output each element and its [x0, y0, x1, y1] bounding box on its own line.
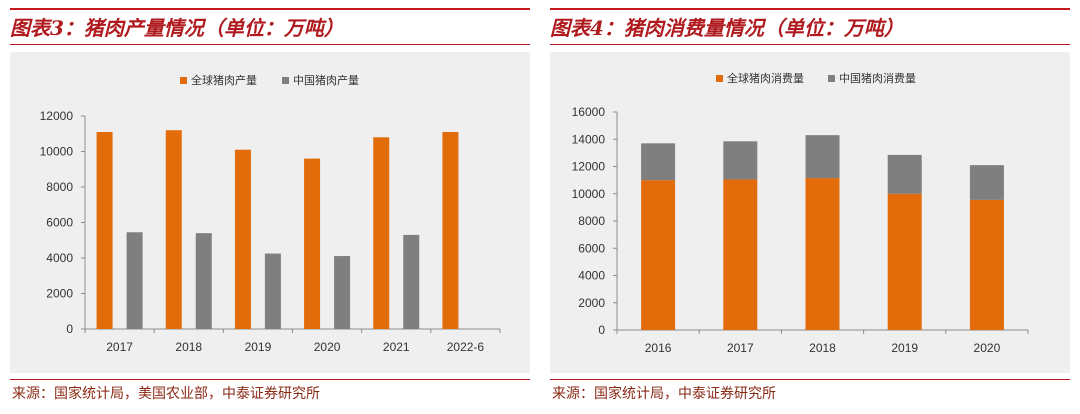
bar-global-2017	[723, 179, 758, 330]
legend-swatch-2	[282, 77, 289, 84]
bar-global-2020	[969, 199, 1004, 330]
bar-china-2019	[264, 253, 281, 329]
bar-global-2020	[304, 158, 321, 329]
x-tick-label: 2021	[383, 340, 410, 354]
y-tick-label: 16000	[572, 105, 606, 119]
title-rule	[550, 44, 1070, 45]
bar-global-2018	[805, 178, 840, 330]
legend-swatch-1	[716, 75, 723, 82]
legend-swatch-2	[828, 75, 835, 82]
chart-title: 图表4：猪肉消费量情况（单位：万吨）	[550, 16, 904, 40]
bar-global-2019	[887, 193, 922, 330]
bottom-rule	[550, 379, 1070, 380]
chart-area: 全球猪肉产量 中国猪肉产量 0 2000 4000 6000 8000 10000 12000 2…	[10, 52, 530, 373]
title-rule	[10, 44, 530, 45]
bar-china-2019	[887, 154, 922, 194]
chart-area: 全球猪肉消费量 中国猪肉消费量 0 2000 4000 6000 8000 10000 1200…	[550, 52, 1070, 373]
bar-global-2018	[165, 130, 182, 329]
y-tick-label: 10000	[40, 145, 74, 159]
x-tick-label: 2019	[891, 341, 918, 355]
chart-title: 图表3：猪肉产量情况（单位：万吨）	[10, 16, 344, 40]
y-tick-label: 4000	[578, 269, 605, 283]
bar-global-2016	[641, 180, 676, 330]
y-tick-label: 0	[598, 323, 605, 337]
x-tick-label: 2018	[175, 340, 202, 354]
source-note: 来源：国家统计局，中泰证券研究所	[552, 386, 776, 402]
bar-china-2016	[641, 143, 676, 181]
x-tick-label: 2017	[106, 340, 133, 354]
y-tick-label: 12000	[572, 160, 606, 174]
x-tick-label: 2020	[974, 341, 1001, 355]
x-tick-label: 2017	[727, 341, 754, 355]
bottom-rule	[10, 379, 530, 380]
y-tick-label: 8000	[46, 180, 73, 194]
bar-global-2019	[234, 149, 251, 329]
bar-china-2020	[334, 256, 351, 329]
bar-global-2021	[373, 137, 390, 329]
y-tick-label: 6000	[578, 241, 605, 255]
source-note: 来源：国家统计局，美国农业部，中泰证券研究所	[12, 386, 320, 402]
bar-china-2020	[969, 165, 1004, 200]
y-tick-label: 14000	[572, 132, 606, 146]
y-tick-label: 12000	[40, 109, 74, 123]
bar-china-2017	[126, 232, 143, 329]
x-tick-label: 2020	[314, 340, 341, 354]
y-tick-label: 6000	[46, 216, 73, 230]
y-tick-label: 4000	[46, 251, 73, 265]
consumption-chart-panel: 图表4：猪肉消费量情况（单位：万吨） 全球猪肉消费量 中国猪肉消费量 0 2000 40…	[550, 0, 1070, 414]
top-rule	[550, 8, 1070, 10]
legend-label-1: 全球猪肉消费量	[727, 71, 804, 85]
production-bar-chart: 全球猪肉产量 中国猪肉产量 0 2000 4000 6000 8000 10000 12000 2…	[40, 73, 501, 354]
legend-label-2: 中国猪肉产量	[293, 73, 359, 87]
bar-china-2018	[805, 135, 840, 179]
legend-swatch-1	[180, 77, 187, 84]
y-tick-label: 8000	[578, 214, 605, 228]
consumption-stacked-bar-chart: 全球猪肉消费量 中国猪肉消费量 0 2000 4000 6000 8000 10000 1200…	[572, 71, 1029, 355]
x-tick-label: 2019	[245, 340, 272, 354]
y-tick-label: 0	[66, 322, 73, 336]
top-rule	[10, 8, 530, 10]
y-tick-label: 10000	[572, 187, 606, 201]
x-tick-label: 2016	[645, 341, 672, 355]
bar-global-2017	[96, 131, 113, 329]
legend-label-2: 中国猪肉消费量	[839, 71, 916, 85]
production-chart-panel: 图表3：猪肉产量情况（单位：万吨） 全球猪肉产量 中国猪肉产量 0 2000 4000 6…	[10, 0, 530, 414]
bar-global-2022-6	[442, 131, 459, 329]
x-tick-label: 2022-6	[447, 340, 485, 354]
y-tick-label: 2000	[578, 296, 605, 310]
legend-label-1: 全球猪肉产量	[191, 73, 257, 87]
bar-china-2017	[723, 141, 758, 180]
bar-china-2018	[195, 233, 212, 329]
y-tick-label: 2000	[46, 287, 73, 301]
x-tick-label: 2018	[809, 341, 836, 355]
bar-china-2021	[403, 234, 420, 329]
